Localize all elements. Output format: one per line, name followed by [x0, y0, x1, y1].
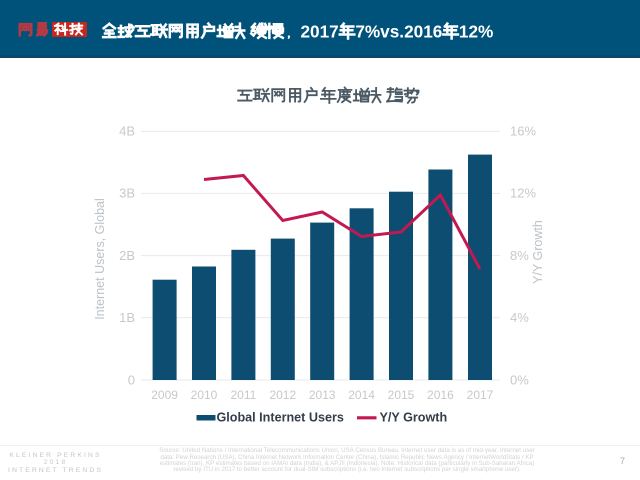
svg-text:2012: 2012 — [269, 388, 296, 402]
svg-text:7%vs.2016: 7%vs.2016 — [355, 21, 442, 41]
svg-text:0%: 0% — [510, 372, 529, 387]
svg-text:Y/Y Growth: Y/Y Growth — [531, 220, 545, 284]
svg-text:2011: 2011 — [230, 388, 256, 402]
svg-text:16%: 16% — [510, 124, 536, 139]
svg-text:2017: 2017 — [301, 21, 339, 41]
svg-text:2016: 2016 — [427, 388, 454, 402]
svg-text:Y/Y Growth: Y/Y Growth — [380, 411, 448, 425]
svg-text:4%: 4% — [510, 310, 529, 325]
svg-text:12%: 12% — [459, 21, 493, 41]
svg-text:2B: 2B — [119, 248, 135, 263]
svg-text:2009: 2009 — [151, 388, 178, 402]
svg-text:2010: 2010 — [191, 388, 218, 402]
svg-text:0: 0 — [128, 372, 135, 387]
svg-text:4B: 4B — [119, 124, 135, 139]
svg-text:2015: 2015 — [388, 388, 415, 402]
svg-text:2017: 2017 — [467, 388, 494, 402]
svg-text:2013: 2013 — [309, 388, 336, 402]
svg-text:8%: 8% — [510, 248, 529, 263]
svg-text:12%: 12% — [510, 186, 536, 201]
svg-text:1B: 1B — [119, 310, 135, 325]
svg-text:Internet Users, Global: Internet Users, Global — [93, 198, 107, 320]
svg-text:2014: 2014 — [348, 388, 375, 402]
svg-text:3B: 3B — [119, 186, 135, 201]
svg-text:Global Internet Users: Global Internet Users — [217, 411, 344, 425]
